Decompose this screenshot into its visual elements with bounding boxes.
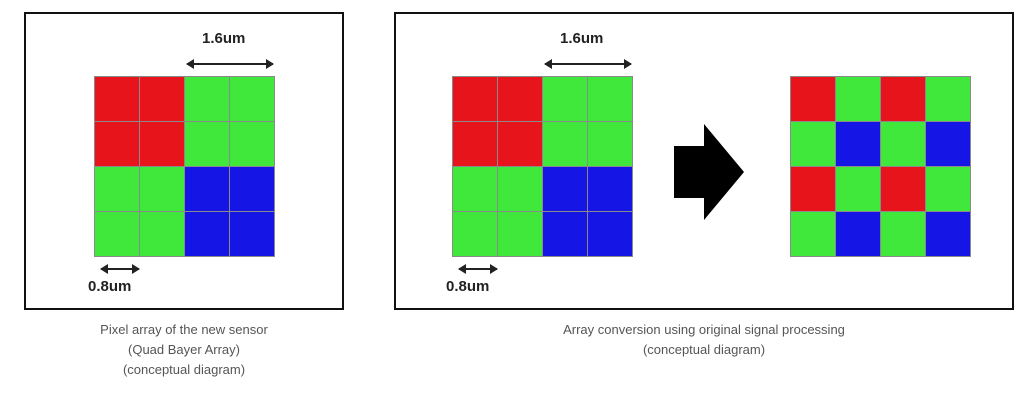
- quad-bayer-blue-pixel: [185, 167, 229, 211]
- caption-line: Array conversion using original signal p…: [563, 322, 845, 337]
- quad-bayer-green-pixel: [230, 122, 274, 166]
- quad-bayer-green-pixel: [185, 77, 229, 121]
- output-green-pixel: [926, 167, 970, 211]
- input-green-pixel: [588, 77, 632, 121]
- quad-bayer-red-pixel: [95, 122, 139, 166]
- output-red-pixel: [881, 77, 925, 121]
- input-green-pixel: [543, 122, 587, 166]
- dimension-arrow-small: [100, 265, 140, 273]
- input-green-pixel: [498, 212, 542, 256]
- dimension-arrow-large: [544, 60, 632, 68]
- input-blue-pixel: [543, 167, 587, 211]
- input-red-pixel: [453, 122, 497, 166]
- quad-bayer-panel: 1.6um 0.8um: [24, 12, 344, 310]
- quad-bayer-red-pixel: [140, 122, 184, 166]
- output-red-pixel: [791, 167, 835, 211]
- pixel-pitch-label-large: 1.6um: [202, 30, 246, 47]
- input-green-pixel: [543, 77, 587, 121]
- quad-bayer-blue-pixel: [185, 212, 229, 256]
- quad-bayer-green-pixel: [95, 212, 139, 256]
- input-green-pixel: [453, 167, 497, 211]
- output-green-pixel: [926, 77, 970, 121]
- output-blue-pixel: [836, 212, 880, 256]
- output-green-pixel: [881, 122, 925, 166]
- quad-bayer-blue-pixel: [230, 212, 274, 256]
- quad-bayer-green-pixel: [230, 77, 274, 121]
- quad-bayer-blue-pixel: [230, 167, 274, 211]
- caption-line: (conceptual diagram): [642, 342, 766, 357]
- input-blue-pixel: [588, 212, 632, 256]
- output-green-pixel: [791, 122, 835, 166]
- right-caption: Array conversion using original signal p…: [394, 320, 1014, 360]
- quad-bayer-red-pixel: [95, 77, 139, 121]
- caption-line: Pixel array of the new sensor: [100, 322, 268, 337]
- output-green-pixel: [881, 212, 925, 256]
- input-green-pixel: [453, 212, 497, 256]
- output-blue-pixel: [926, 212, 970, 256]
- bayer-output-grid: [790, 76, 971, 257]
- input-green-pixel: [588, 122, 632, 166]
- caption-line: (Quad Bayer Array): [128, 342, 240, 357]
- pixel-pitch-label-small: 0.8um: [446, 278, 490, 295]
- quad-bayer-grid: [94, 76, 275, 257]
- dimension-arrow-small: [458, 265, 498, 273]
- output-red-pixel: [881, 167, 925, 211]
- quad-bayer-green-pixel: [140, 212, 184, 256]
- output-blue-pixel: [926, 122, 970, 166]
- output-green-pixel: [836, 167, 880, 211]
- input-red-pixel: [498, 77, 542, 121]
- output-blue-pixel: [836, 122, 880, 166]
- quad-bayer-red-pixel: [140, 77, 184, 121]
- quad-bayer-green-pixel: [140, 167, 184, 211]
- left-caption: Pixel array of the new sensor (Quad Baye…: [24, 320, 344, 380]
- input-red-pixel: [498, 122, 542, 166]
- pixel-pitch-label-small: 0.8um: [88, 278, 132, 295]
- caption-line: (conceptual diagram): [122, 362, 246, 377]
- input-blue-pixel: [543, 212, 587, 256]
- input-blue-pixel: [588, 167, 632, 211]
- quad-bayer-green-pixel: [185, 122, 229, 166]
- array-conversion-panel: 1.6um 0.8um: [394, 12, 1014, 310]
- right-arrow-icon: [674, 124, 744, 220]
- pixel-pitch-label-large: 1.6um: [560, 30, 604, 47]
- output-green-pixel: [836, 77, 880, 121]
- input-green-pixel: [498, 167, 542, 211]
- input-red-pixel: [453, 77, 497, 121]
- dimension-arrow-large: [186, 60, 274, 68]
- quad-bayer-input-grid: [452, 76, 633, 257]
- output-green-pixel: [791, 212, 835, 256]
- quad-bayer-green-pixel: [95, 167, 139, 211]
- output-red-pixel: [791, 77, 835, 121]
